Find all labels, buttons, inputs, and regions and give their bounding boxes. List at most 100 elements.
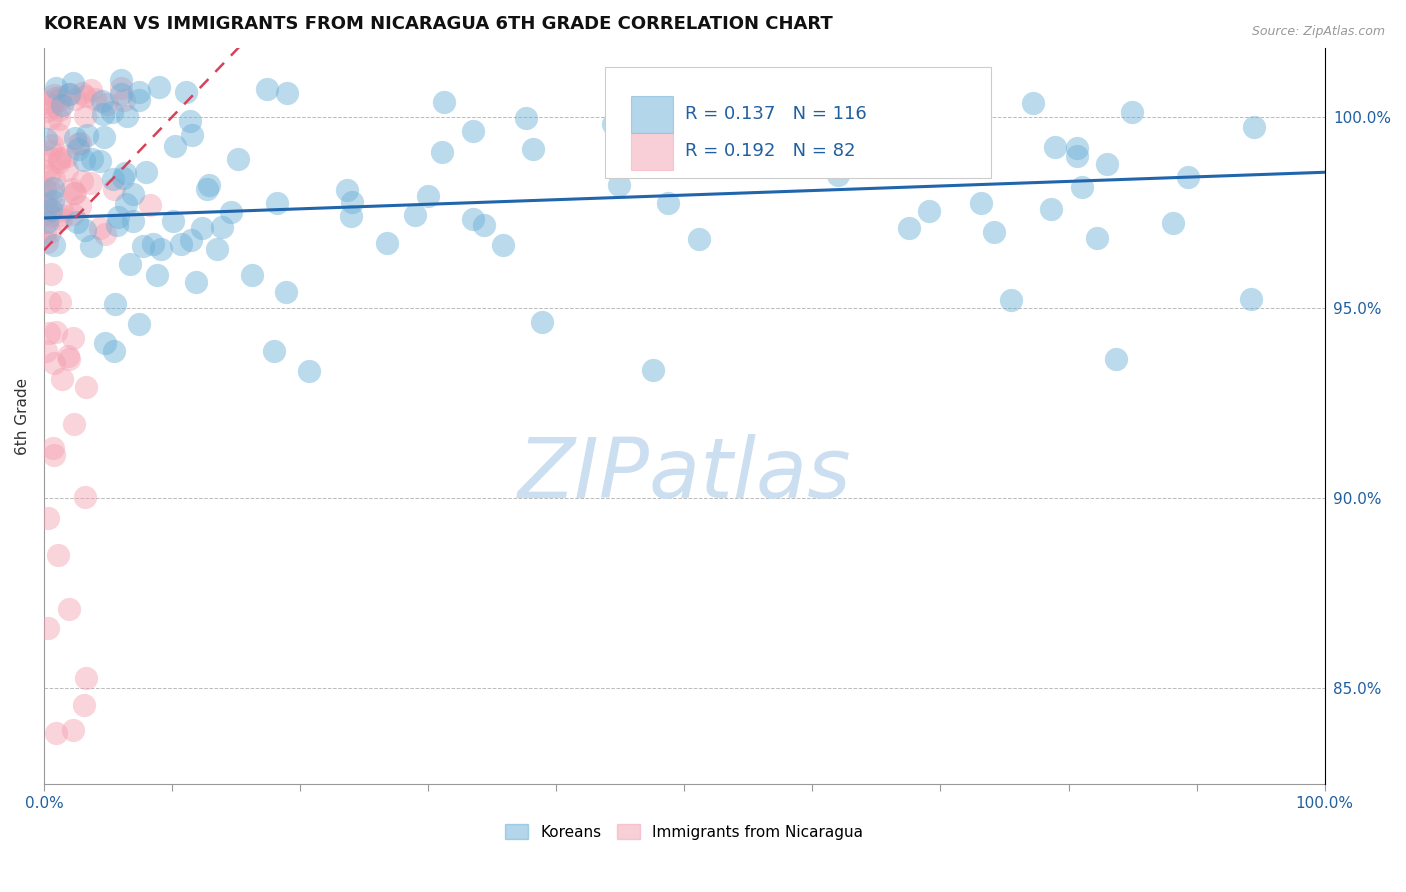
Point (34, 197, 56, 211)
Point (73, 153, 96, 168)
Point (39, 295, 62, 310)
Point (688, 232, 710, 246)
Point (298, 364, 321, 378)
Point (522, 142, 544, 156)
Point (35, 235, 58, 250)
Point (101, 104, 124, 119)
Point (179, 114, 201, 128)
Point (62, 207, 84, 221)
Point (42, 87, 65, 102)
Point (1022, 96, 1045, 111)
Point (463, 124, 485, 138)
Point (1121, 104, 1143, 119)
Point (37, 203, 59, 218)
Point (58, 351, 80, 366)
Point (48, 151, 70, 165)
Point (34, 164, 56, 178)
Point (76, 128, 98, 142)
Point (181, 128, 204, 142)
Point (58, 87, 80, 102)
Point (73, 698, 96, 713)
Point (659, 129, 682, 144)
Point (34, 182, 56, 196)
Point (94, 335, 117, 350)
Point (89, 220, 111, 235)
Point (48, 112, 70, 126)
Point (49, 208, 72, 222)
Point (41, 186, 63, 200)
Point (375, 235, 398, 250)
Point (114, 196, 136, 211)
Point (340, 195, 363, 210)
Point (211, 220, 233, 235)
Point (94, 227, 117, 241)
Point (617, 121, 640, 136)
Point (1095, 157, 1118, 171)
Point (75, 88, 97, 103)
Point (51, 98, 73, 112)
Text: R = 0.137   N = 116: R = 0.137 N = 116 (685, 105, 866, 123)
Point (63, 92, 86, 106)
Point (41, 145, 63, 159)
Point (643, 362, 665, 376)
Point (105, 218, 128, 232)
Point (59, 87, 82, 101)
Point (45, 81, 67, 95)
Point (56, 149, 79, 163)
Point (416, 189, 439, 203)
Point (114, 93, 136, 107)
Point (82, 152, 104, 166)
Point (492, 238, 515, 252)
Point (35, 344, 58, 359)
Legend: Koreans, Immigrants from Nicaragua: Koreans, Immigrants from Nicaragua (499, 818, 869, 846)
Point (969, 196, 991, 211)
Point (898, 221, 921, 235)
Point (41, 97, 63, 112)
Point (918, 203, 941, 218)
Text: R = 0.192   N = 82: R = 0.192 N = 82 (685, 143, 855, 161)
Point (472, 218, 495, 232)
Point (49, 90, 72, 104)
Point (69, 136, 91, 150)
Point (1177, 170, 1199, 185)
Point (110, 73, 132, 87)
Text: ZIPatlas: ZIPatlas (517, 434, 851, 516)
Point (1105, 351, 1128, 366)
Point (101, 171, 124, 186)
Point (1000, 293, 1022, 307)
Point (150, 242, 173, 256)
Point (103, 344, 125, 359)
Point (39, 111, 62, 125)
Point (142, 236, 165, 251)
Point (80, 239, 103, 253)
Point (39, 267, 62, 281)
Point (115, 109, 138, 123)
Point (110, 87, 132, 102)
Point (111, 170, 134, 185)
Point (128, 318, 150, 332)
Point (49, 294, 72, 309)
Point (45, 325, 67, 339)
Point (38, 326, 60, 340)
Point (128, 85, 150, 99)
Point (256, 82, 278, 96)
Point (51, 202, 73, 217)
Point (93, 130, 115, 145)
Point (837, 116, 859, 130)
Point (186, 275, 208, 289)
Point (62, 331, 84, 345)
Point (432, 145, 454, 159)
Point (120, 257, 142, 271)
Point (274, 285, 297, 300)
Point (60, 182, 83, 196)
Point (39, 203, 62, 218)
Point (755, 101, 778, 115)
Point (35, 104, 58, 119)
Point (89, 154, 111, 169)
Point (191, 220, 214, 235)
Point (91, 107, 114, 121)
Point (1066, 149, 1088, 163)
Point (62, 723, 84, 738)
Point (49, 211, 72, 226)
Point (107, 211, 129, 225)
